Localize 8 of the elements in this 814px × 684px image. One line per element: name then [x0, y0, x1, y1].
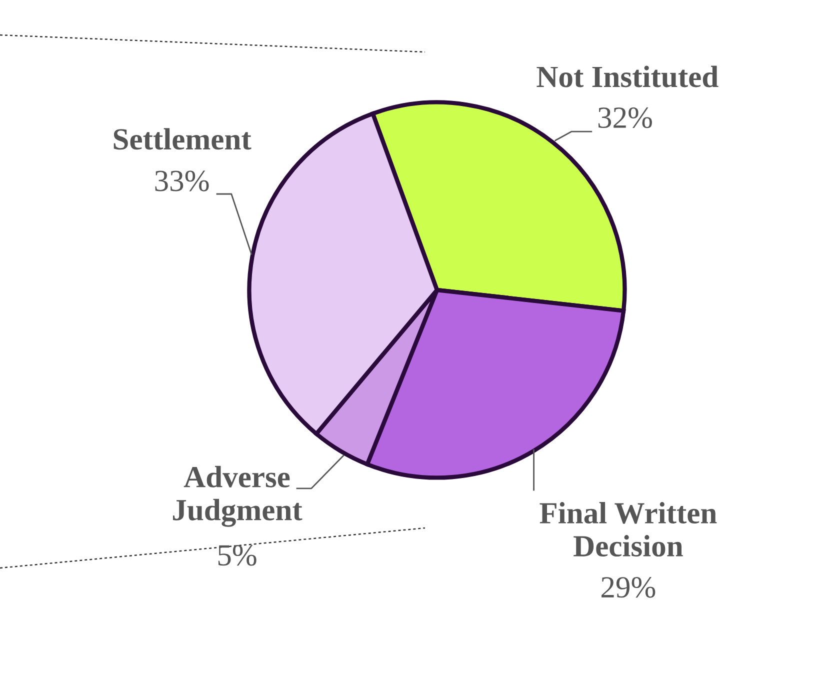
slice-label: Settlement [114, 128, 252, 150]
data-label: 29% [602, 577, 656, 598]
data-label: 33% [155, 170, 209, 192]
data-label: 32% [598, 107, 652, 128]
slice-label: Final Written Decision [540, 502, 717, 557]
slice-label: Not Instituted [536, 66, 718, 88]
data-label: 5% [218, 545, 256, 566]
slice-label: Adverse Judgment [172, 466, 302, 527]
